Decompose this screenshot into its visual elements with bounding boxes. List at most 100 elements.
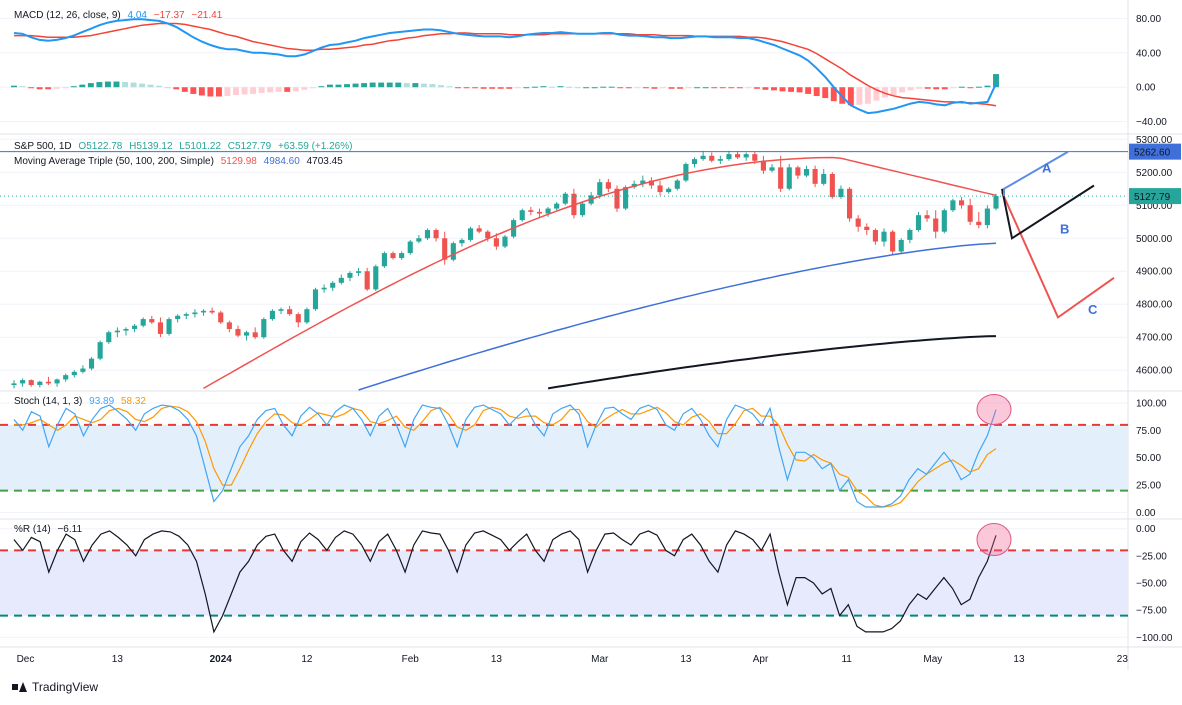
candle-body[interactable]: [54, 379, 60, 384]
candle-body[interactable]: [63, 375, 69, 380]
candle-body[interactable]: [450, 243, 456, 260]
candle-body[interactable]: [252, 332, 258, 338]
candle-body[interactable]: [778, 167, 784, 189]
scenario-b-path[interactable]: [1001, 184, 1095, 240]
candle-body[interactable]: [915, 215, 922, 231]
candle-body[interactable]: [769, 167, 775, 171]
candle-body[interactable]: [312, 289, 319, 310]
candle-body[interactable]: [829, 173, 835, 198]
candle-body[interactable]: [71, 371, 77, 376]
scenario-a-path[interactable]: [1003, 150, 1069, 196]
candle-body[interactable]: [786, 167, 792, 189]
candle-body[interactable]: [20, 380, 26, 384]
candle-body[interactable]: [993, 196, 999, 209]
candle-body[interactable]: [149, 319, 155, 323]
candle-body[interactable]: [838, 188, 844, 198]
candle-body[interactable]: [106, 332, 112, 343]
candle-body[interactable]: [958, 200, 965, 206]
candle-body[interactable]: [666, 188, 672, 193]
candle-body[interactable]: [562, 193, 568, 204]
candle-body[interactable]: [950, 200, 956, 211]
candle-body[interactable]: [872, 230, 878, 242]
symbol-label[interactable]: S&P 500, 1D: [14, 141, 72, 152]
candle-body[interactable]: [209, 310, 215, 313]
candle-body[interactable]: [373, 266, 379, 290]
candle-body[interactable]: [442, 238, 448, 260]
candle-body[interactable]: [726, 154, 732, 160]
candle-body[interactable]: [269, 310, 275, 320]
candle-body[interactable]: [855, 218, 861, 227]
candle-body[interactable]: [846, 188, 853, 219]
candle-body[interactable]: [493, 238, 499, 247]
candle-body[interactable]: [554, 203, 560, 209]
candle-body[interactable]: [88, 358, 95, 369]
candle-body[interactable]: [864, 226, 870, 231]
candle-body[interactable]: [200, 310, 207, 313]
candle-body[interactable]: [226, 322, 232, 329]
candle-body[interactable]: [657, 185, 663, 193]
scenario-c-path[interactable]: [1001, 191, 1115, 319]
candle-body[interactable]: [304, 309, 310, 323]
williams-r-pane[interactable]: [0, 523, 1128, 634]
candle-body[interactable]: [97, 342, 103, 359]
candle-body[interactable]: [579, 203, 586, 216]
candle-body[interactable]: [743, 154, 749, 158]
scenario-b-label[interactable]: B: [1060, 221, 1069, 236]
price-pane[interactable]: A B C: [0, 150, 1128, 391]
candle-body[interactable]: [390, 253, 396, 259]
candle-body[interactable]: [881, 231, 887, 242]
candle-body[interactable]: [933, 218, 939, 232]
candle-body[interactable]: [416, 238, 422, 242]
stoch-pane[interactable]: [0, 394, 1128, 508]
candle-body[interactable]: [485, 231, 491, 239]
candle-body[interactable]: [795, 167, 801, 176]
candle-body[interactable]: [528, 210, 534, 212]
candle-body[interactable]: [924, 215, 930, 219]
candle-body[interactable]: [192, 312, 198, 315]
candle-body[interactable]: [287, 309, 293, 315]
candle-body[interactable]: [140, 319, 146, 326]
candle-body[interactable]: [605, 182, 611, 189]
candle-body[interactable]: [941, 210, 947, 232]
candle-body[interactable]: [821, 173, 827, 184]
candle-body[interactable]: [166, 319, 172, 334]
ma-legend-name[interactable]: Moving Average Triple (50, 100, 200, Sim…: [14, 156, 214, 167]
candle-body[interactable]: [28, 380, 34, 386]
candle-body[interactable]: [967, 205, 973, 222]
candle-body[interactable]: [80, 368, 86, 372]
candle-body[interactable]: [536, 211, 543, 214]
candle-body[interactable]: [683, 164, 689, 181]
candle-body[interactable]: [597, 182, 603, 196]
candle-body[interactable]: [175, 315, 181, 320]
tradingview-logo[interactable]: TradingView: [12, 680, 98, 694]
macd-pane[interactable]: [11, 18, 999, 115]
candle-body[interactable]: [433, 230, 439, 239]
candle-body[interactable]: [364, 271, 370, 290]
candle-body[interactable]: [907, 230, 913, 240]
candle-body[interactable]: [812, 168, 818, 184]
candle-body[interactable]: [898, 239, 904, 252]
candle-body[interactable]: [123, 328, 129, 331]
candle-body[interactable]: [347, 272, 353, 278]
wr-legend-name[interactable]: %R (14): [14, 524, 51, 535]
candle-body[interactable]: [330, 282, 336, 288]
stoch-legend-name[interactable]: Stoch (14, 1, 3): [14, 396, 83, 407]
candle-body[interactable]: [502, 236, 508, 247]
candle-body[interactable]: [691, 159, 698, 165]
candle-body[interactable]: [674, 180, 680, 189]
scenario-c-label[interactable]: C: [1088, 302, 1098, 317]
candle-body[interactable]: [623, 187, 629, 209]
candle-body[interactable]: [407, 241, 413, 254]
candle-body[interactable]: [519, 210, 525, 221]
candle-body[interactable]: [295, 314, 301, 323]
candle-body[interactable]: [717, 159, 723, 161]
candle-body[interactable]: [467, 228, 474, 240]
candle-body[interactable]: [244, 332, 250, 336]
candle-body[interactable]: [760, 160, 766, 171]
candle-body[interactable]: [984, 208, 990, 226]
candle-body[interactable]: [399, 253, 405, 259]
candle-body[interactable]: [424, 230, 431, 239]
scenario-a-label[interactable]: A: [1042, 160, 1052, 175]
candle-body[interactable]: [803, 168, 810, 176]
